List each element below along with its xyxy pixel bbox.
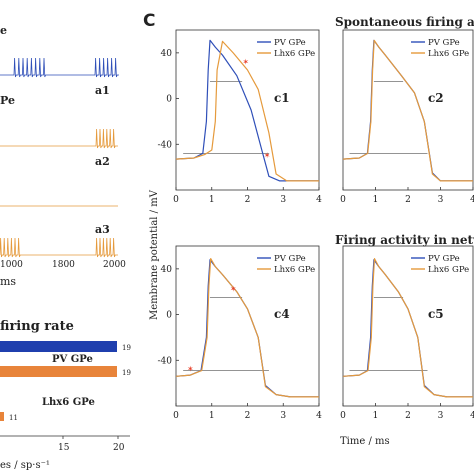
x-tick-label: 4 <box>470 411 474 421</box>
series-lhx6-gpe-c4 <box>175 258 319 398</box>
series-lhx6-gpe-c1 <box>175 40 319 182</box>
x-tick-label: 4 <box>316 195 322 205</box>
x-tick-label: 0 <box>340 195 346 205</box>
x-tick-label: 3 <box>438 195 444 205</box>
marker-star: ✶ <box>264 151 271 160</box>
x-tick-label: 4 <box>316 411 322 421</box>
time-tick-2000: 2000 <box>103 260 126 270</box>
x-tick-label: 3 <box>280 411 286 421</box>
left-panel: e Pe a1 a2 a3 1000 1800 2000 ms firing r… <box>0 24 131 471</box>
x-tick-label: 1 <box>209 411 215 421</box>
spike-traces <box>0 57 119 258</box>
subplot-label: c2 <box>428 91 444 105</box>
x-tick-label: 1 <box>373 411 379 421</box>
trace-a2 <box>0 128 118 149</box>
x-tick-label: 2 <box>405 195 411 205</box>
series-lhx6-gpe-c2 <box>342 39 473 182</box>
bar-value-small: 11 <box>9 414 18 422</box>
y-tick-label: 40 <box>161 49 173 59</box>
legend-entry: Lhx6 GPe <box>428 265 469 275</box>
series-lhx6-gpe-c5 <box>342 258 473 398</box>
bar-xlabel: es / sp·s⁻¹ <box>0 460 50 471</box>
marker-star: ✶ <box>187 365 194 374</box>
trace-label-a1: a1 <box>95 84 110 97</box>
legend-entry: Lhx6 GPe <box>274 49 315 59</box>
x-tick-label: 2 <box>245 411 251 421</box>
trace-label-top: e <box>0 24 7 37</box>
x-tick-label: 0 <box>173 195 179 205</box>
y-axis-label: Membrane potential / mV <box>149 189 160 320</box>
trace-label-a3: a3 <box>95 223 110 236</box>
marker-star: ✶ <box>230 285 237 294</box>
y-tick-label: -40 <box>158 140 173 150</box>
time-unit: ms <box>0 275 16 288</box>
x-tick-label: 3 <box>280 195 286 205</box>
y-tick-label: 40 <box>161 265 173 275</box>
subplot-label: c5 <box>428 307 444 321</box>
legend-entry: PV GPe <box>274 38 306 48</box>
x-tick-label: 2 <box>405 411 411 421</box>
legend-entry: PV GPe <box>428 38 460 48</box>
series-pv-gpe-c1 <box>175 39 319 182</box>
section-title-network: Firing activity in netw <box>335 233 474 247</box>
series-pv-gpe-c2 <box>342 39 473 182</box>
x-tick-label: 1 <box>209 195 215 205</box>
y-tick-label: -40 <box>158 356 173 366</box>
bar-tick-15: 15 <box>58 443 70 453</box>
bar-value-lhx6: 19 <box>122 369 131 377</box>
x-tick-label: 0 <box>173 411 179 421</box>
bar-small <box>0 412 4 421</box>
time-tick-1000: 1000 <box>0 260 23 270</box>
trace-pv-gpe <box>0 57 119 78</box>
bar-pv-gpe <box>0 341 117 352</box>
rate-title: firing rate <box>0 319 74 334</box>
bar-label-lhx6: Lhx6 GPe <box>42 397 95 408</box>
x-axis-label: Time / ms <box>340 436 390 447</box>
trace-label-pe: Pe <box>0 94 15 107</box>
marker-star: ✶ <box>242 57 249 66</box>
bar-tick-20: 20 <box>113 443 125 453</box>
y-tick-label: 0 <box>166 95 172 105</box>
x-tick-label: 3 <box>438 411 444 421</box>
series-pv-gpe-c4 <box>175 259 319 398</box>
bar-value-pv: 19 <box>122 344 131 352</box>
y-tick-label: 0 <box>166 311 172 321</box>
trace-label-a2: a2 <box>95 155 110 168</box>
legend-entry: PV GPe <box>428 254 460 264</box>
x-tick-label: 1 <box>373 195 379 205</box>
section-title-spontaneous: Spontaneous firing ac <box>335 15 474 29</box>
legend-entry: Lhx6 GPe <box>428 49 469 59</box>
bar-label-pv: PV GPe <box>52 354 93 365</box>
x-tick-label: 0 <box>340 411 346 421</box>
x-tick-label: 2 <box>245 195 251 205</box>
subplot-label: c1 <box>274 91 290 105</box>
series-pv-gpe-c5 <box>342 259 473 398</box>
subplot-label: c4 <box>274 307 290 321</box>
x-tick-label: 4 <box>470 195 474 205</box>
legend-entry: PV GPe <box>274 254 306 264</box>
legend-entry: Lhx6 GPe <box>274 265 315 275</box>
trace-a3 <box>0 237 118 258</box>
time-tick-1800: 1800 <box>52 260 75 270</box>
panel-letter: C <box>143 11 155 31</box>
bar-lhx6-gpe <box>0 366 117 377</box>
